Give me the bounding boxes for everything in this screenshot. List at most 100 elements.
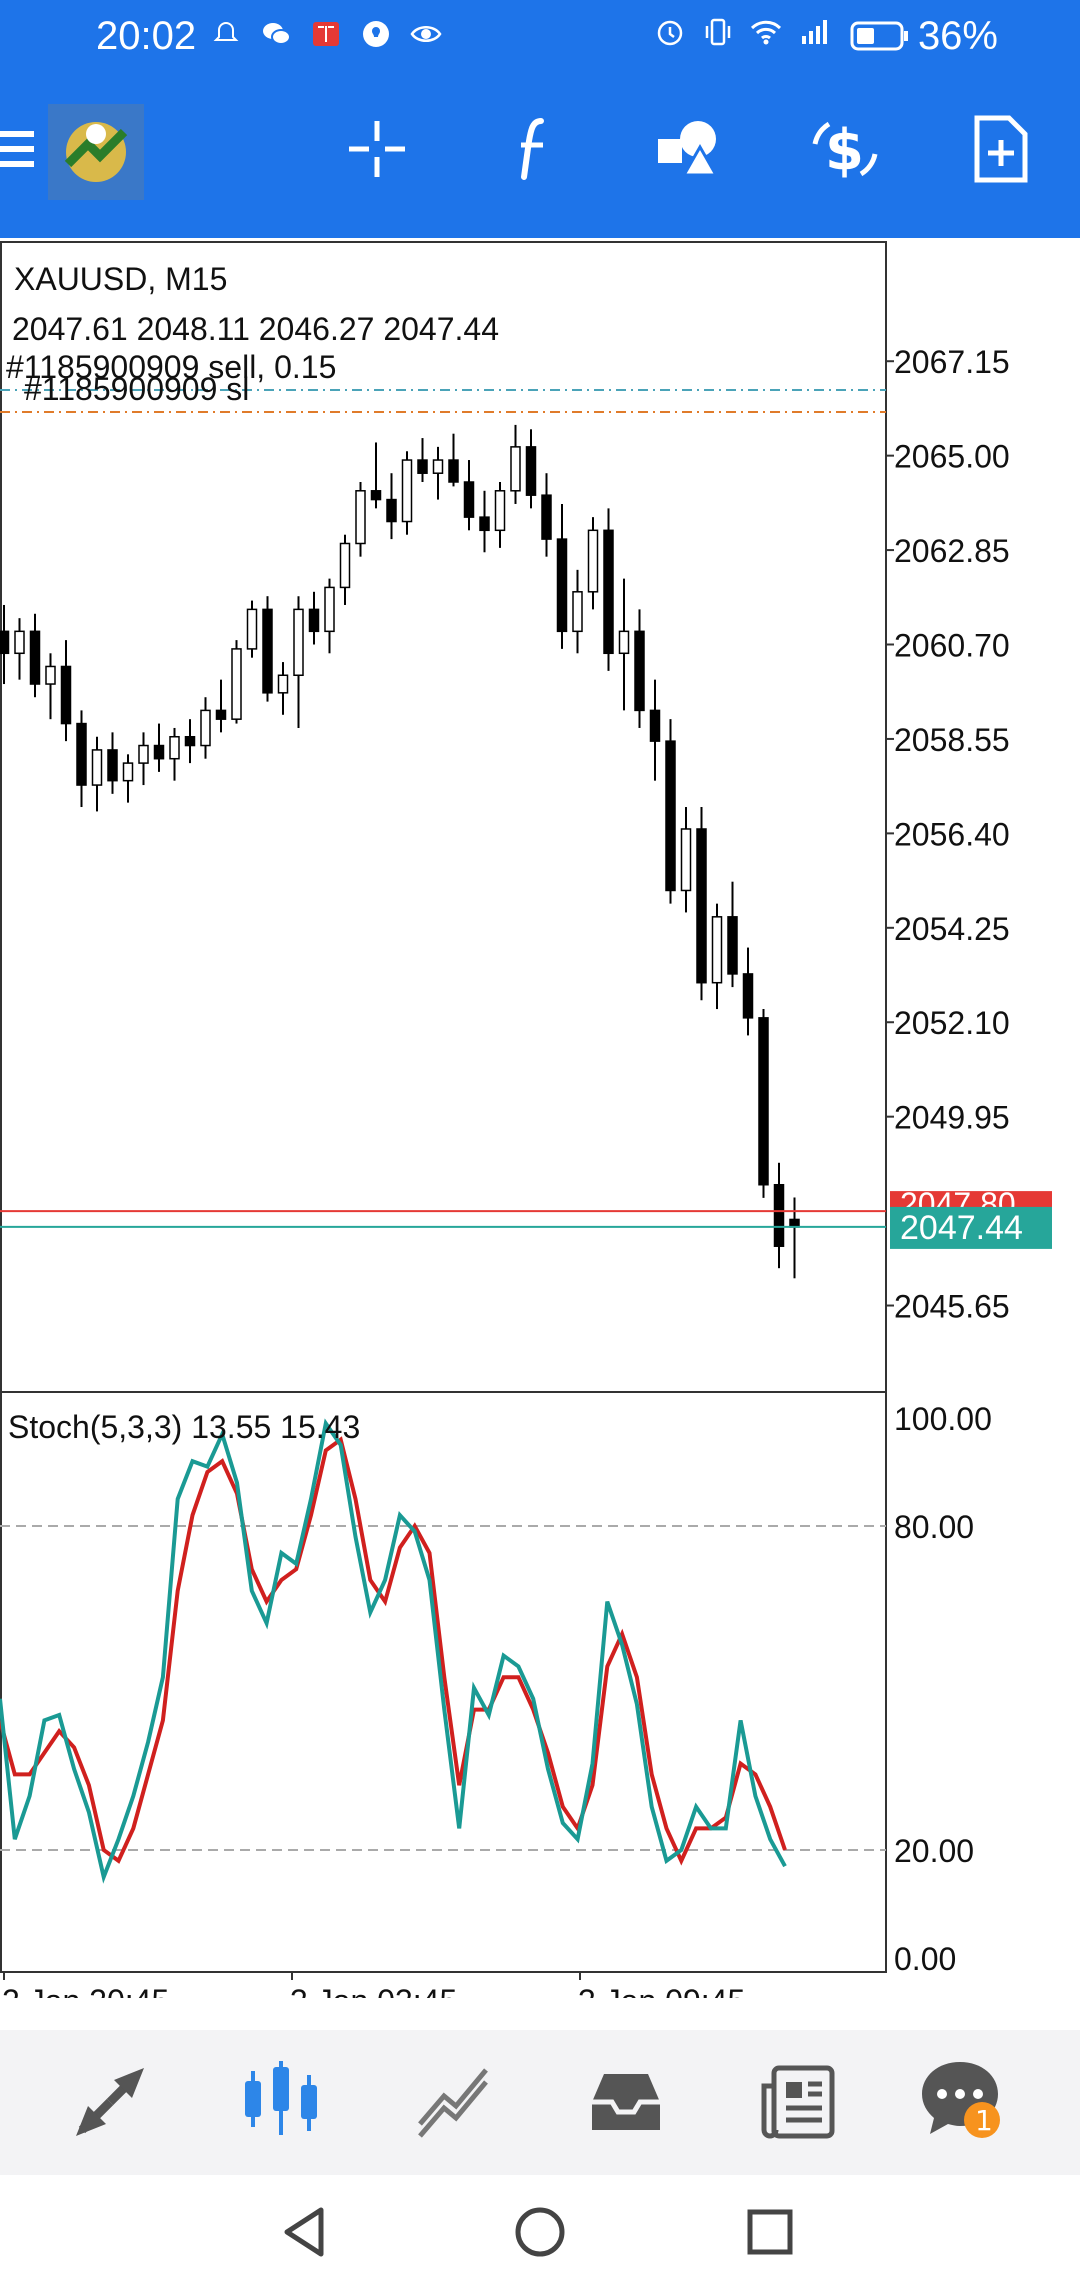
- bull-candle: [711, 916, 723, 984]
- bull-candle: [200, 709, 211, 747]
- price-tick-label: 2052.10: [894, 1005, 1010, 1041]
- notification-icons: [210, 18, 442, 50]
- bear-candle: [370, 490, 382, 501]
- bid-tag-label: 2047.44: [900, 1209, 1023, 1247]
- nav-history[interactable]: [576, 2052, 676, 2152]
- time-tick-label: 2 Jan 20:45: [2, 1983, 169, 1998]
- bear-candle: [262, 608, 273, 694]
- bear-candle: [463, 481, 475, 518]
- recents-button[interactable]: [735, 2197, 805, 2267]
- wifi-icon: [750, 20, 782, 45]
- bear-candle: [603, 529, 614, 655]
- bull-candle: [246, 608, 258, 650]
- time-tick-label: 3 Jan 09:45: [578, 1983, 745, 1998]
- battery-percent: 36%: [917, 14, 998, 58]
- recents-icon: [747, 2209, 793, 2255]
- bear-candle: [215, 709, 227, 720]
- bull-candle: [45, 665, 56, 685]
- indicators-button[interactable]: [488, 104, 578, 194]
- bull-candle: [432, 459, 444, 474]
- trade-button[interactable]: $: [800, 104, 890, 194]
- trade-icon: $: [812, 118, 878, 183]
- price-tick-label: 2065.00: [894, 439, 1010, 475]
- bear-candle: [556, 538, 568, 633]
- bear-candle: [76, 722, 87, 786]
- stoch-level-label: 20.00: [894, 1833, 974, 1869]
- sl-label: #1185900909 sl: [24, 371, 249, 407]
- bear-candle: [0, 630, 10, 655]
- crosshair-icon: [349, 121, 405, 177]
- crosshair-button[interactable]: [332, 104, 422, 194]
- svg-text:$: $: [825, 118, 864, 183]
- bear-candle: [107, 749, 118, 782]
- news-icon: [761, 2065, 835, 2139]
- book-icon: [313, 22, 339, 46]
- stoch-signal-line: [0, 1436, 787, 1866]
- bull-candle: [510, 446, 521, 492]
- bear-candle: [29, 630, 41, 685]
- bell-icon: [213, 21, 239, 41]
- toolbar: $: [0, 90, 1080, 230]
- bull-candle: [91, 749, 103, 786]
- bull-candle: [587, 529, 599, 593]
- stoch-level-label: 100.00: [894, 1401, 992, 1437]
- stoch-level-label: 80.00: [894, 1509, 974, 1545]
- inbox-icon: [592, 2074, 660, 2130]
- cellular-signal-icon: [802, 20, 827, 44]
- price-axis: 2067.15 2065.00 2062.85 2060.70 2058.55 2056.…: [886, 344, 1052, 1325]
- bull-candle: [355, 490, 366, 545]
- price-lines: [0, 389, 886, 1228]
- status-time: 20:02: [96, 14, 197, 58]
- time-tick-label: 3 Jan 03:45: [290, 1983, 457, 1998]
- bull-candle: [680, 828, 692, 892]
- bear-candle: [541, 494, 552, 540]
- chat-icon: 1: [922, 2062, 1000, 2138]
- svg-text:1: 1: [975, 2104, 993, 2137]
- stoch-level-label: 0.00: [894, 1941, 956, 1977]
- stoch-main-line: [0, 1418, 787, 1884]
- back-button[interactable]: [270, 2197, 340, 2267]
- chart-canvas[interactable]: 2067.15 2065.00 2062.85 2060.70 2058.55 2056.…: [0, 238, 1080, 1998]
- candles-group: [0, 424, 800, 1279]
- price-tick-label: 2054.25: [894, 911, 1010, 947]
- menu-button[interactable]: [0, 104, 70, 194]
- bear-candle: [60, 665, 72, 725]
- ohlc-label: 2047.61 2048.11 2046.27 2047.44: [12, 311, 499, 347]
- app-logo[interactable]: [48, 104, 144, 200]
- price-tick-label: 2067.15: [894, 344, 1010, 380]
- eye-icon: [410, 26, 442, 42]
- bear-candle: [758, 1017, 769, 1186]
- bear-candle: [634, 630, 645, 712]
- nav-news[interactable]: [748, 2052, 848, 2152]
- nav-trade[interactable]: [404, 2052, 504, 2152]
- bull-candle: [401, 459, 413, 523]
- bear-candle: [696, 828, 707, 984]
- bear-candle: [308, 608, 320, 633]
- bull-candle: [293, 608, 304, 677]
- price-chart[interactable]: 2067.15 2065.00 2062.85 2060.70 2058.55 2056.…: [0, 238, 1080, 1998]
- bear-candle: [649, 709, 661, 742]
- bulb-icon: [363, 21, 389, 47]
- new-order-button[interactable]: [956, 104, 1046, 194]
- bear-candle: [665, 740, 676, 892]
- bear-candle: [386, 498, 397, 523]
- price-tick-label: 2049.95: [894, 1100, 1010, 1136]
- nav-messages[interactable]: 1: [912, 2052, 1012, 2152]
- app-logo-icon: [48, 104, 144, 200]
- bear-candle: [479, 516, 490, 532]
- bull-candle: [324, 586, 335, 633]
- home-button[interactable]: [505, 2197, 575, 2267]
- trade-lines-icon: [418, 2068, 488, 2138]
- nav-chart[interactable]: [232, 2052, 332, 2152]
- nav-quotes[interactable]: [60, 2052, 160, 2152]
- bull-candle: [572, 591, 583, 633]
- objects-button[interactable]: [644, 104, 734, 194]
- bull-candle: [138, 744, 149, 764]
- main-chart-frame: [0, 241, 887, 1393]
- bull-candle: [618, 630, 630, 655]
- bear-candle: [789, 1218, 800, 1228]
- stochastic-group: 100.00 80.00 20.00 0.00: [0, 1401, 992, 1977]
- order-label: #1185900909 sell, 0.15: [6, 349, 336, 385]
- symbol-label: XAUUSD, M15: [14, 261, 227, 297]
- price-tick-label: 2058.55: [894, 722, 1010, 758]
